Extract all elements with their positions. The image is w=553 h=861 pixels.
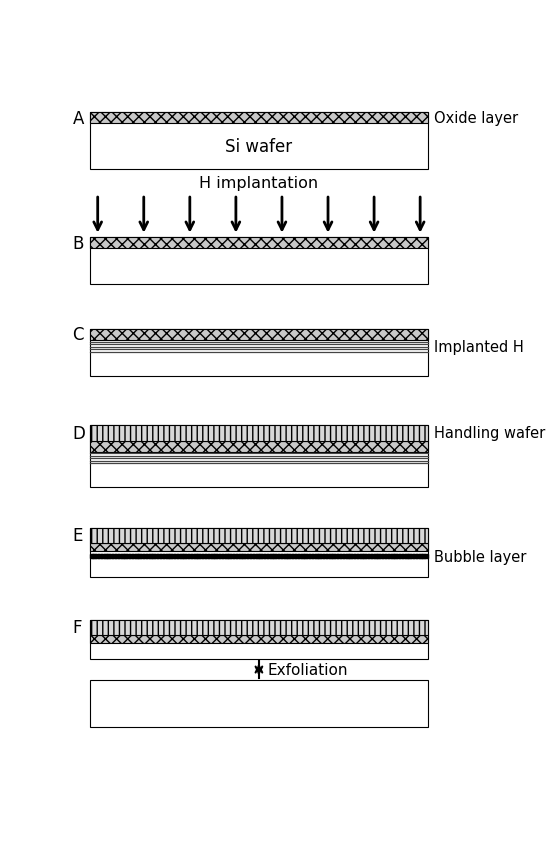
Text: F: F [72,618,82,636]
Text: Handling wafer: Handling wafer [435,425,546,441]
Bar [90,113,429,124]
Bar [90,238,429,249]
Bar [90,620,429,659]
Text: Oxide layer: Oxide layer [435,111,519,126]
Bar [90,442,429,452]
Text: Bubble layer: Bubble layer [435,549,527,564]
Bar [90,425,429,487]
Bar [90,680,429,728]
Text: Implanted H: Implanted H [435,340,524,355]
Bar [90,635,429,643]
Bar [90,113,429,170]
Text: E: E [72,527,83,545]
Bar [90,425,429,442]
Bar [90,620,429,635]
Text: C: C [72,326,84,344]
Text: B: B [72,234,84,252]
Text: H implantation: H implantation [200,176,319,190]
Bar [90,529,429,543]
Bar [90,543,429,552]
Text: D: D [72,424,85,443]
Bar [90,330,429,376]
Text: Si wafer: Si wafer [226,138,293,156]
Text: A: A [72,109,84,127]
Bar [90,529,429,577]
Bar [90,330,429,340]
Text: Exfoliation: Exfoliation [267,662,348,678]
Bar [90,238,429,285]
